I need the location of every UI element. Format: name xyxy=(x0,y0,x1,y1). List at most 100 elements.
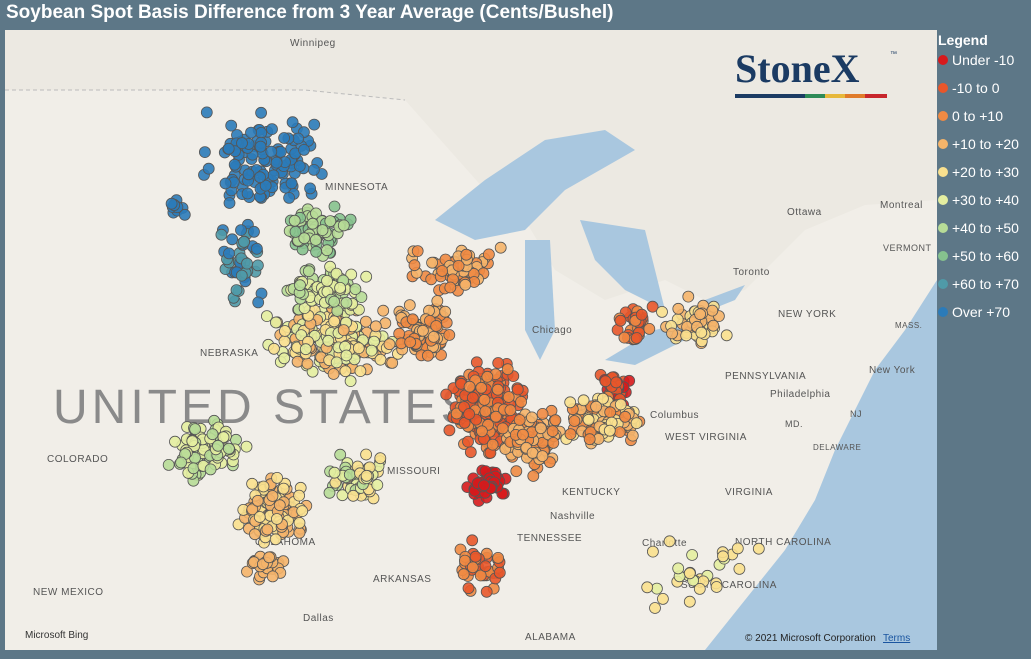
terms-link[interactable]: Terms xyxy=(883,633,910,644)
map-label: NJ xyxy=(850,409,862,419)
location-dot xyxy=(466,391,479,404)
location-dot xyxy=(266,490,279,502)
location-dot xyxy=(285,177,298,190)
location-dot xyxy=(255,106,268,119)
map-label: MASS. xyxy=(895,321,922,330)
location-dot xyxy=(463,408,476,420)
location-dot xyxy=(324,215,337,228)
location-dot xyxy=(651,582,663,595)
location-dot xyxy=(406,313,419,326)
location-dot xyxy=(255,127,268,139)
location-dot xyxy=(228,158,241,171)
map-label: ARKANSAS xyxy=(373,574,431,585)
location-dot xyxy=(206,428,219,441)
location-dot xyxy=(219,177,232,190)
location-dot xyxy=(408,259,421,272)
legend-item[interactable]: +50 to +60 xyxy=(938,248,1019,276)
location-dot xyxy=(316,224,329,237)
logo-bar xyxy=(845,94,865,98)
location-dot xyxy=(340,349,353,362)
legend-item[interactable]: +40 to +50 xyxy=(938,220,1019,248)
map-label: PENNSYLVANIA xyxy=(725,371,806,382)
location-dot xyxy=(328,315,341,328)
location-dot xyxy=(293,516,306,529)
location-dot xyxy=(302,265,315,278)
location-dot xyxy=(374,452,387,465)
legend-item[interactable]: +10 to +20 xyxy=(938,136,1019,164)
location-dot xyxy=(306,217,319,230)
location-dot xyxy=(430,320,443,332)
legend-item[interactable]: Under -10 xyxy=(938,52,1019,80)
location-dot xyxy=(656,305,668,318)
legend-item[interactable]: -10 to 0 xyxy=(938,80,1019,108)
map-label: NEBRASKA xyxy=(200,348,258,359)
location-dot xyxy=(464,446,477,459)
location-dot xyxy=(292,132,305,145)
location-dot xyxy=(666,327,678,340)
location-dot xyxy=(647,545,659,558)
location-dot xyxy=(386,356,399,369)
location-dot xyxy=(252,296,265,309)
location-dot xyxy=(204,463,217,476)
location-dot xyxy=(217,431,230,444)
location-dot xyxy=(291,355,304,368)
location-dot xyxy=(225,119,238,132)
location-dot xyxy=(246,503,259,516)
location-dot xyxy=(613,426,626,439)
legend-item[interactable]: +20 to +30 xyxy=(938,164,1019,192)
location-dot xyxy=(568,415,581,427)
map-label: MISSOURI xyxy=(387,466,440,477)
location-dot xyxy=(270,156,283,169)
location-dot xyxy=(304,182,317,195)
location-dot xyxy=(261,523,274,536)
legend-item[interactable]: Over +70 xyxy=(938,304,1019,332)
location-dot xyxy=(349,283,362,296)
location-dot xyxy=(475,425,488,438)
location-dot xyxy=(178,208,191,221)
location-dot xyxy=(480,585,493,598)
location-dot xyxy=(352,342,365,355)
location-dot xyxy=(165,197,178,210)
location-dot xyxy=(250,242,263,255)
map-label: Philadelphia xyxy=(770,389,831,400)
location-dot xyxy=(270,513,283,525)
location-dot xyxy=(321,244,333,257)
location-dot xyxy=(293,526,306,539)
logo: StoneX ™ xyxy=(735,46,897,98)
location-dot xyxy=(706,304,719,317)
map: Winnipeg MINNESOTA NEBRASKA COLORADO NEW MEX… xyxy=(5,30,937,650)
location-dot xyxy=(404,336,417,349)
legend-item[interactable]: +60 to +70 xyxy=(938,276,1019,304)
logo-text: StoneX xyxy=(735,46,860,91)
location-dot xyxy=(337,324,350,337)
legend-swatch xyxy=(938,307,948,317)
location-dot xyxy=(283,191,296,204)
legend-item[interactable]: 0 to +10 xyxy=(938,108,1019,136)
map-label: UNITED STATES xyxy=(53,381,477,434)
location-dot xyxy=(339,365,352,378)
location-dot xyxy=(466,534,479,547)
location-dot xyxy=(610,376,623,389)
location-dot xyxy=(452,259,465,272)
location-dot xyxy=(583,433,596,446)
map-label: NEW YORK xyxy=(778,309,836,320)
location-dot xyxy=(226,233,239,246)
map-label: Ottawa xyxy=(787,207,822,218)
location-dot xyxy=(266,570,279,583)
location-dot xyxy=(269,533,282,546)
location-dot xyxy=(248,225,260,238)
location-dot xyxy=(501,363,514,376)
legend-label: 0 to +10 xyxy=(952,108,1003,124)
location-dot xyxy=(603,424,616,437)
location-dot xyxy=(259,179,272,192)
location-dot xyxy=(459,278,472,291)
location-dot xyxy=(322,334,335,347)
location-dot xyxy=(720,329,733,342)
map-label: NORTH CAROLINA xyxy=(735,537,831,548)
location-dot xyxy=(604,406,617,419)
location-dot xyxy=(511,383,524,396)
location-dot xyxy=(257,480,270,493)
legend-item[interactable]: +30 to +40 xyxy=(938,192,1019,220)
map-label: ALABAMA xyxy=(525,632,576,643)
location-dot xyxy=(463,380,476,393)
